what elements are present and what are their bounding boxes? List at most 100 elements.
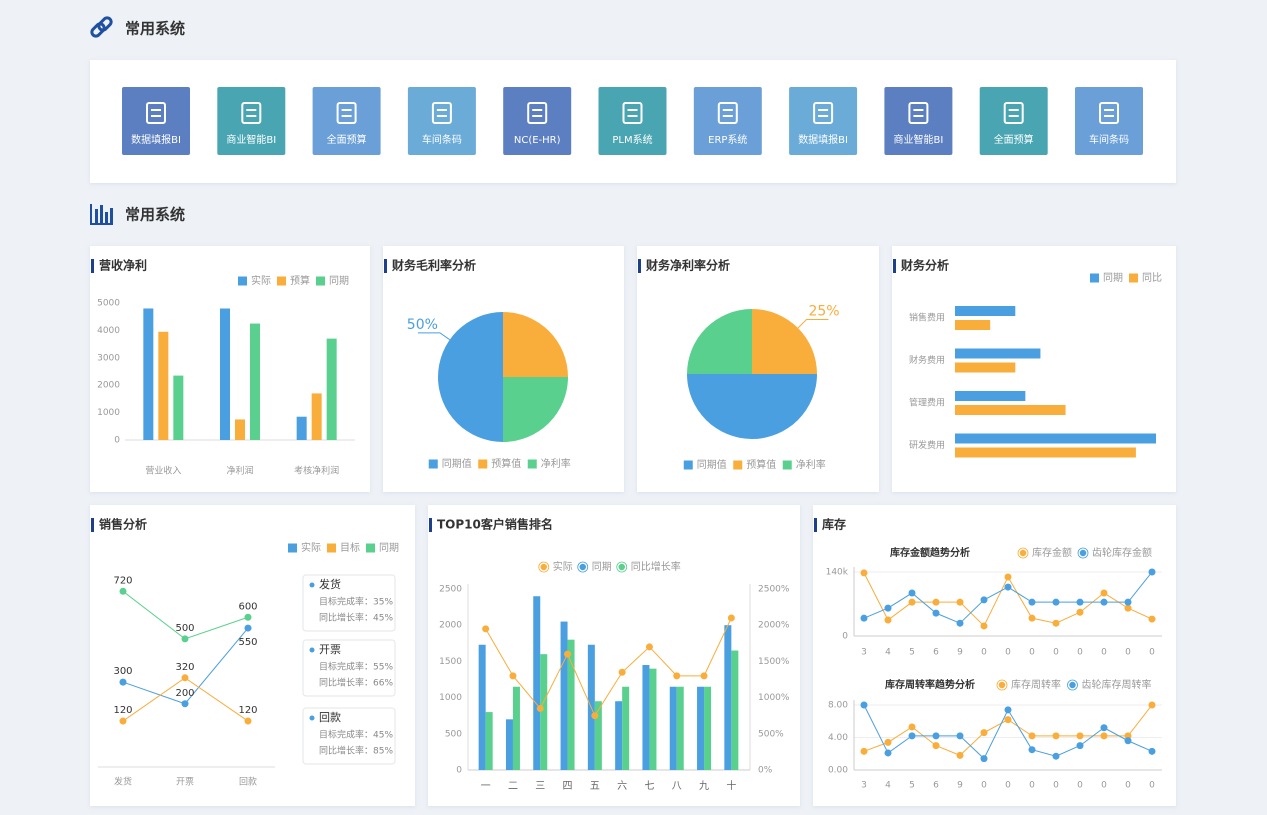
system-tile[interactable]: 数据填报BI: [789, 87, 858, 155]
x-tick-label: 0: [1029, 781, 1035, 791]
system-tile[interactable]: ERP系统: [693, 87, 762, 155]
bar: [615, 701, 623, 770]
card-line: 同比增长率：85%: [319, 745, 393, 757]
bar: [642, 665, 650, 770]
data-label: 120: [238, 705, 257, 716]
x-tick-label: 4: [885, 781, 891, 791]
bar: [533, 596, 541, 770]
legend-swatch: [366, 543, 375, 553]
x-tick-label: 9: [957, 781, 963, 791]
panel-title-marker: [638, 259, 641, 273]
x-tick-label: 九: [699, 780, 709, 792]
legend-label: 同比增长率: [631, 560, 681, 573]
bar: [485, 712, 493, 770]
panel-title-marker: [91, 259, 94, 273]
legend-label: 库存周转率: [1011, 678, 1061, 691]
tile-bg: [217, 87, 286, 155]
legend-swatch: [277, 276, 286, 286]
bar: [173, 375, 184, 440]
y-tick-label: 1500: [439, 657, 462, 667]
system-tile[interactable]: 商业智能BI: [884, 87, 953, 155]
system-tile[interactable]: NC(E-HR): [503, 87, 572, 155]
bar: [724, 625, 732, 770]
legend-label: 预算值: [491, 457, 521, 470]
point: [860, 569, 868, 577]
bar: [622, 686, 630, 770]
panel-title-marker: [91, 518, 94, 532]
system-tile[interactable]: 车间条码: [1075, 87, 1143, 155]
x-tick-label: 0: [1149, 648, 1155, 658]
pie-value-label: 25%: [808, 304, 839, 320]
panel: [813, 505, 1176, 806]
tile-label: 数据填报BI: [798, 133, 848, 146]
card-title: 发货: [319, 577, 341, 591]
legend-ring: [577, 561, 589, 573]
point: [1004, 583, 1012, 591]
panel-title: 库存: [822, 517, 846, 532]
bar: [955, 405, 1066, 415]
point: [119, 587, 127, 595]
point: [980, 622, 988, 630]
point: [956, 598, 964, 606]
system-tile[interactable]: PLM系统: [598, 87, 667, 155]
y-tick-label: 1000: [439, 693, 462, 703]
point: [119, 678, 127, 686]
point: [1052, 732, 1060, 740]
system-tile[interactable]: 全面预算: [312, 87, 381, 155]
legend-swatch: [683, 460, 693, 470]
point: [932, 732, 940, 740]
pie-slice: [687, 309, 752, 374]
point: [1028, 732, 1036, 740]
x-tick-label: 0: [1125, 781, 1131, 791]
y2-tick-label: 1000%: [758, 693, 790, 703]
x-tick-label: 0: [1053, 781, 1059, 791]
system-tile[interactable]: 数据填报BI: [122, 87, 190, 155]
card-dot: [309, 647, 315, 653]
data-label: 600: [238, 601, 257, 612]
x-tick-label: 开票: [176, 777, 194, 788]
tile-label: 全面预算: [327, 133, 367, 146]
legend-swatch: [327, 543, 336, 553]
tile-bg: [122, 87, 190, 155]
point: [980, 596, 988, 604]
legend-swatch: [617, 562, 627, 572]
point: [244, 717, 252, 725]
legend-label: 预算: [290, 274, 310, 287]
point: [1148, 615, 1156, 623]
legend-label: 同期: [1103, 272, 1123, 284]
tile-icon: [1099, 102, 1119, 124]
bar: [955, 306, 1016, 316]
x-tick-label: 5: [909, 781, 915, 791]
line: [485, 617, 732, 717]
x-tick-label: 回款: [239, 776, 257, 788]
x-tick-label: 0: [1149, 781, 1155, 791]
link-icon: [90, 16, 113, 38]
tile-bg: [407, 87, 476, 155]
point: [181, 674, 189, 682]
point: [244, 613, 252, 621]
point: [1004, 716, 1012, 724]
system-tile[interactable]: 车间条码: [407, 87, 476, 155]
card: [302, 574, 396, 632]
bar: [594, 701, 602, 770]
y-tick-label: 500: [445, 729, 462, 739]
legend-label: 实际: [553, 560, 573, 573]
bar: [955, 391, 1026, 401]
point: [884, 616, 892, 624]
chart-title: 库存金额趋势分析: [890, 546, 970, 559]
card-line: 目标完成率：35%: [319, 596, 393, 608]
point: [932, 742, 940, 750]
y-tick-label: 0: [842, 632, 848, 642]
x-tick-label: 0: [1077, 648, 1083, 658]
point: [1028, 598, 1036, 606]
point: [1100, 724, 1108, 732]
x-tick-label: 0: [981, 781, 987, 791]
system-tile[interactable]: 全面预算: [979, 87, 1048, 155]
bar: [250, 323, 260, 440]
legend-swatch: [478, 459, 488, 469]
x-tick-label: 0: [981, 648, 987, 658]
bar: [326, 338, 337, 440]
system-tile[interactable]: 商业智能BI: [217, 87, 286, 155]
bar: [697, 686, 705, 770]
point: [908, 723, 916, 731]
